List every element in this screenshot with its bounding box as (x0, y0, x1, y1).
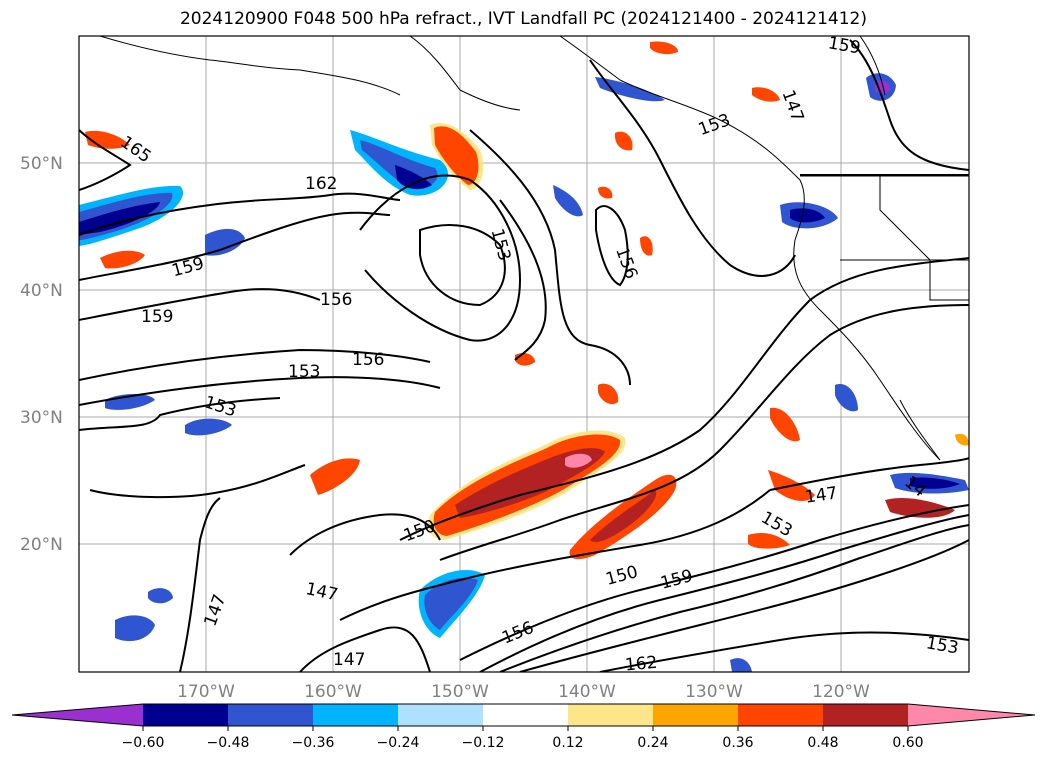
colorbar-tick-label: −0.48 (207, 735, 250, 751)
contour-label: 156 (320, 290, 352, 310)
contour-label: 153 (288, 362, 320, 382)
lat-label: 50°N (20, 154, 63, 174)
colorbar-extend-max (908, 704, 1035, 726)
lon-label: 140°W (558, 682, 616, 702)
colorbar-tick-label: −0.60 (122, 735, 165, 751)
positive-anomaly-fills (85, 41, 969, 560)
coastlines (99, 36, 969, 461)
lat-label: 20°N (20, 535, 63, 555)
contour-label: 147 (804, 483, 839, 507)
colorbar-tick-label: −0.12 (462, 735, 505, 751)
contour-label: 159 (827, 33, 862, 58)
contour-label: 147 (333, 650, 365, 670)
colorbar-segment (313, 704, 398, 726)
colorbar-segment (653, 704, 738, 726)
colorbar-extend-min (12, 704, 143, 726)
contour-label: 162 (305, 174, 337, 194)
contour-label: 159 (141, 307, 173, 327)
negative-anomaly-fills (79, 73, 969, 672)
colorbar-segment (398, 704, 483, 726)
map-frame (78, 35, 970, 673)
colorbar-segment (483, 704, 568, 726)
colorbar-tick-label: −0.36 (292, 735, 335, 751)
colorbar-tick-label: 0.48 (807, 735, 838, 751)
lon-label: 120°W (812, 682, 870, 702)
lon-label: 170°W (177, 682, 235, 702)
lat-label: 30°N (20, 408, 63, 428)
lon-label: 150°W (431, 682, 489, 702)
colorbar-tick-label: −0.24 (377, 735, 420, 751)
contour-label: 162 (624, 653, 658, 676)
colorbar-segment (143, 704, 228, 726)
colorbar-tick-label: 0.12 (552, 735, 583, 751)
colorbar-tick-label: 0.24 (637, 735, 668, 751)
colorbar-segment (228, 704, 313, 726)
colorbar-tick-label: 0.60 (892, 735, 923, 751)
colorbar-tick-label: 0.36 (722, 735, 753, 751)
contour-label: 156 (352, 350, 384, 370)
refractivity-contours (79, 39, 969, 672)
lon-label: 130°W (685, 682, 743, 702)
latitude-labels: 50°N 40°N 30°N 20°N (20, 154, 63, 555)
colorbar: −0.60 −0.48 −0.36 −0.24 −0.12 0.12 0.24 0.36 0.4… (11, 703, 1036, 751)
colorbar-segment (823, 704, 908, 726)
lat-label: 40°N (20, 281, 63, 301)
colorbar-segment (568, 704, 653, 726)
map-panel: 165 162 159 159 156 156 153 153 153 156 … (79, 33, 969, 676)
longitude-labels: 170°W 160°W 150°W 140°W 130°W 120°W (177, 682, 870, 702)
figure-title: 2024120900 F048 500 hPa refract., IVT La… (179, 9, 867, 29)
colorbar-segment (738, 704, 823, 726)
lon-label: 160°W (304, 682, 362, 702)
gridlines (79, 36, 969, 672)
